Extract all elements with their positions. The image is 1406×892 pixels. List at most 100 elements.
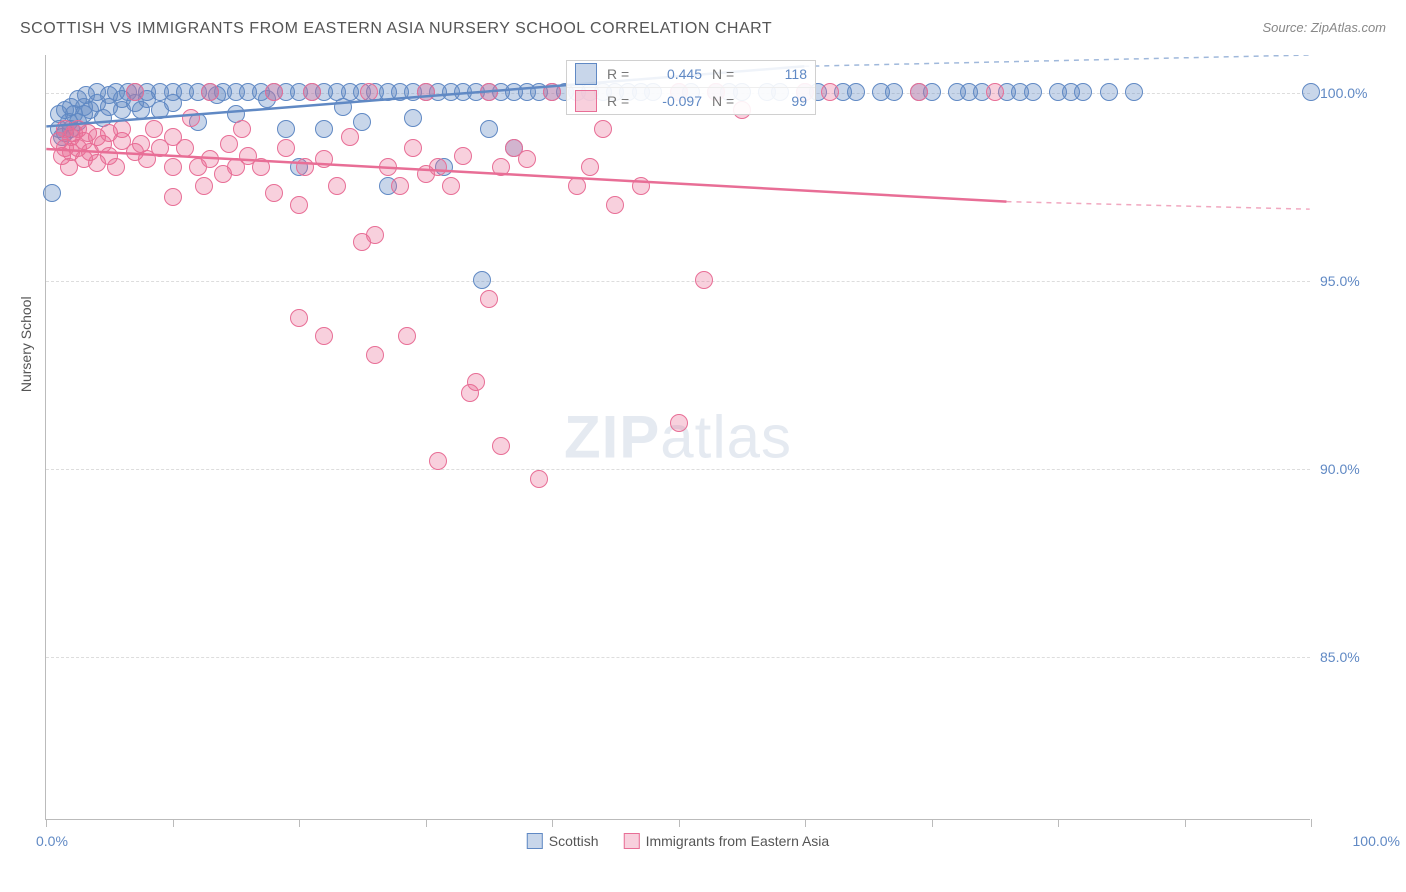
scatter-point xyxy=(296,158,314,176)
scatter-point xyxy=(480,120,498,138)
scatter-point xyxy=(233,120,251,138)
scatter-point xyxy=(492,158,510,176)
scatter-point xyxy=(290,309,308,327)
x-tick xyxy=(299,819,300,827)
scatter-point xyxy=(454,147,472,165)
stat-label: N = xyxy=(712,93,742,109)
trend-line-dashed xyxy=(1006,202,1309,210)
scatter-point xyxy=(290,196,308,214)
x-tick xyxy=(173,819,174,827)
scatter-point xyxy=(277,120,295,138)
stats-legend-row: R = -0.097 N = 99 xyxy=(567,87,815,114)
scatter-point xyxy=(670,414,688,432)
scatter-point xyxy=(107,158,125,176)
scatter-point xyxy=(341,128,359,146)
stat-value-r: -0.097 xyxy=(647,93,702,109)
x-tick xyxy=(1185,819,1186,827)
scatter-point xyxy=(404,109,422,127)
stat-label: N = xyxy=(712,66,742,82)
scatter-point xyxy=(164,158,182,176)
scatter-point xyxy=(277,139,295,157)
scatter-point xyxy=(1302,83,1320,101)
chart-plot-area: ZIPatlas R = 0.445 N = 118 R = -0.097 N … xyxy=(45,55,1310,820)
scatter-point xyxy=(379,158,397,176)
x-tick xyxy=(1311,819,1312,827)
legend-item: Immigrants from Eastern Asia xyxy=(624,833,830,849)
scatter-point xyxy=(480,83,498,101)
scatter-point xyxy=(404,139,422,157)
y-axis-title: Nursery School xyxy=(18,296,34,392)
scatter-point xyxy=(429,158,447,176)
scatter-point xyxy=(847,83,865,101)
scatter-point xyxy=(265,184,283,202)
x-tick xyxy=(46,819,47,827)
scatter-point xyxy=(252,158,270,176)
scatter-point xyxy=(581,158,599,176)
y-tick-label: 100.0% xyxy=(1320,85,1390,101)
scatter-point xyxy=(176,139,194,157)
scatter-point xyxy=(473,271,491,289)
scatter-point xyxy=(398,327,416,345)
y-tick-label: 85.0% xyxy=(1320,649,1390,665)
scatter-point xyxy=(910,83,928,101)
scatter-point xyxy=(1074,83,1092,101)
scatter-point xyxy=(353,113,371,131)
gridline xyxy=(46,281,1310,282)
scatter-point xyxy=(360,83,378,101)
stats-legend: R = 0.445 N = 118 R = -0.097 N = 99 xyxy=(566,60,816,115)
stat-label: R = xyxy=(607,93,637,109)
scatter-point xyxy=(530,470,548,488)
legend-label: Scottish xyxy=(549,833,599,849)
legend-swatch xyxy=(624,833,640,849)
scatter-point xyxy=(220,135,238,153)
scatter-point xyxy=(201,150,219,168)
scatter-point xyxy=(315,327,333,345)
scatter-point xyxy=(606,196,624,214)
x-tick xyxy=(805,819,806,827)
watermark: ZIPatlas xyxy=(564,403,792,472)
y-tick-label: 95.0% xyxy=(1320,273,1390,289)
scatter-point xyxy=(594,120,612,138)
x-tick xyxy=(426,819,427,827)
gridline xyxy=(46,657,1310,658)
gridline xyxy=(46,469,1310,470)
chart-title: SCOTTISH VS IMMIGRANTS FROM EASTERN ASIA… xyxy=(20,20,772,38)
scatter-point xyxy=(467,373,485,391)
scatter-point xyxy=(126,83,144,101)
scatter-point xyxy=(632,177,650,195)
scatter-point xyxy=(492,437,510,455)
stats-legend-row: R = 0.445 N = 118 xyxy=(567,61,815,87)
scatter-point xyxy=(1125,83,1143,101)
x-tick xyxy=(679,819,680,827)
x-tick xyxy=(1058,819,1059,827)
x-axis-min-label: 0.0% xyxy=(36,833,68,849)
source-attribution: Source: ZipAtlas.com xyxy=(1262,20,1386,35)
scatter-point xyxy=(195,177,213,195)
scatter-point xyxy=(113,120,131,138)
stat-value-n: 99 xyxy=(752,93,807,109)
scatter-point xyxy=(695,271,713,289)
scatter-point xyxy=(417,83,435,101)
scatter-point xyxy=(568,177,586,195)
scatter-point xyxy=(315,120,333,138)
scatter-point xyxy=(1024,83,1042,101)
series-legend: Scottish Immigrants from Eastern Asia xyxy=(527,833,829,849)
scatter-point xyxy=(164,188,182,206)
scatter-point xyxy=(885,83,903,101)
scatter-point xyxy=(366,226,384,244)
scatter-point xyxy=(429,452,447,470)
stat-label: R = xyxy=(607,66,637,82)
scatter-point xyxy=(201,83,219,101)
stat-value-n: 118 xyxy=(752,66,807,82)
scatter-point xyxy=(145,120,163,138)
x-tick xyxy=(932,819,933,827)
legend-item: Scottish xyxy=(527,833,599,849)
scatter-point xyxy=(543,83,561,101)
legend-swatch xyxy=(575,90,597,112)
scatter-point xyxy=(328,177,346,195)
legend-swatch xyxy=(527,833,543,849)
scatter-point xyxy=(518,150,536,168)
scatter-point xyxy=(182,109,200,127)
scatter-point xyxy=(821,83,839,101)
scatter-point xyxy=(986,83,1004,101)
